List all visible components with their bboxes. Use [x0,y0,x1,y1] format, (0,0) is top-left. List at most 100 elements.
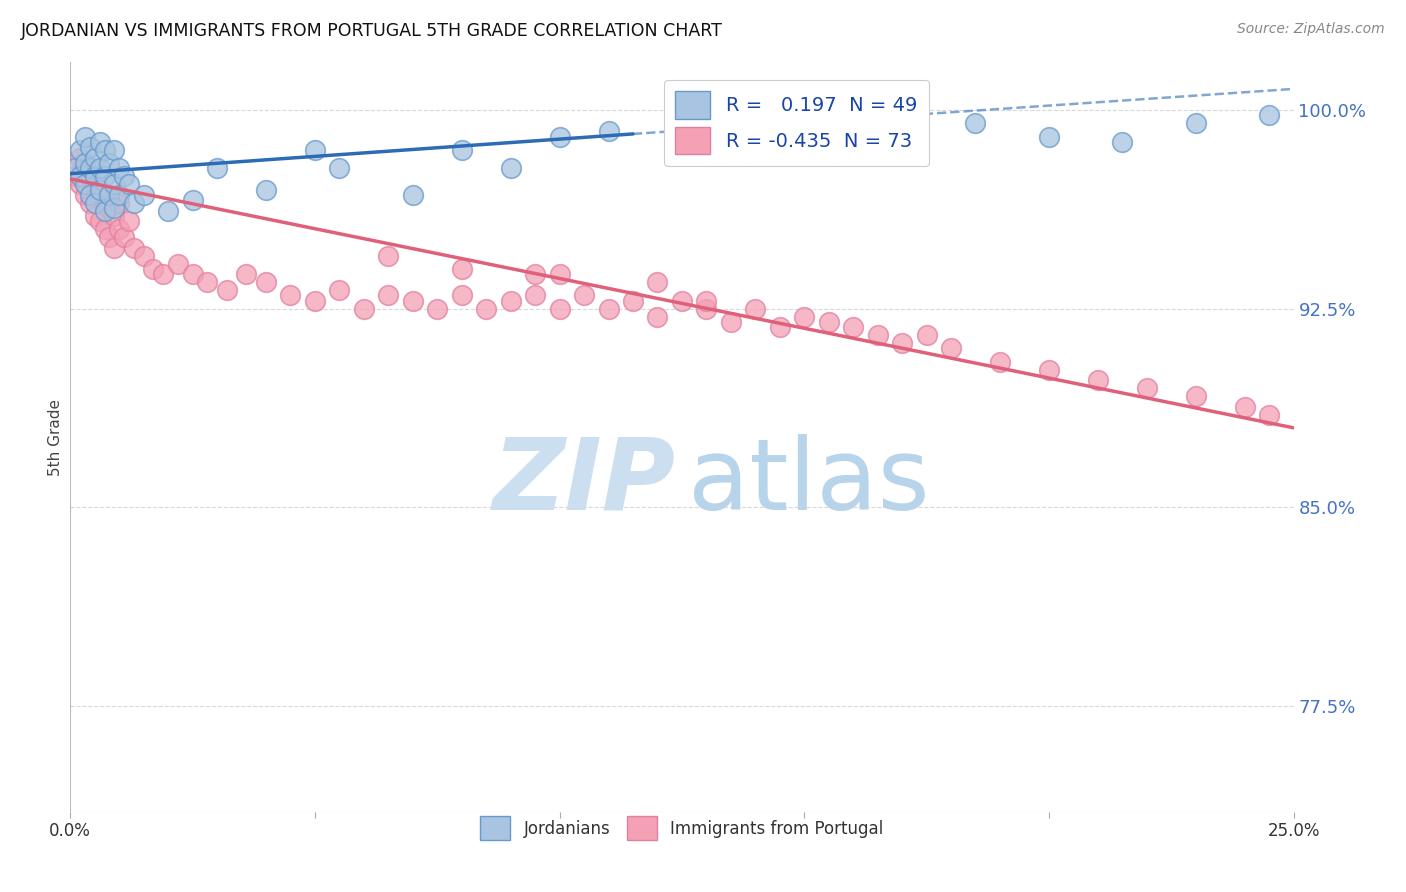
Text: ZIP: ZIP [492,434,676,531]
Point [132,249,155,263]
Legend: Jordanians, Immigrants from Portugal: Jordanians, Immigrants from Portugal [472,808,891,848]
Point [548,267,571,281]
Point [98,156,121,170]
Point [73,129,96,144]
Point [235,267,257,281]
Point [328,283,350,297]
Point [304,143,326,157]
Point [695,301,717,316]
Point [254,182,277,196]
Point [69,143,91,157]
Point [118,214,141,228]
Point [83,169,105,184]
Point [280,288,302,302]
Point [450,262,472,277]
Point [965,116,987,130]
Point [79,169,101,184]
Point [93,169,115,184]
Point [79,140,101,154]
Point [720,315,742,329]
Point [157,203,180,218]
Point [671,293,693,308]
Point [377,249,399,263]
Point [181,267,204,281]
Point [83,178,105,192]
Point [83,209,105,223]
Point [402,293,425,308]
Point [548,129,571,144]
Point [1258,408,1281,422]
Point [866,328,889,343]
Point [572,288,595,302]
Point [842,320,865,334]
Point [402,187,425,202]
Point [108,161,131,176]
Point [450,143,472,157]
Point [647,275,669,289]
Point [93,143,115,157]
Point [89,214,111,228]
Point [152,267,174,281]
Point [93,222,115,236]
Point [79,187,101,202]
Point [744,124,766,138]
Point [450,288,472,302]
Point [98,230,121,244]
Point [73,161,96,176]
Point [195,275,218,289]
Point [98,201,121,215]
Point [79,195,101,210]
Point [181,193,204,207]
Point [426,301,449,316]
Point [83,151,105,165]
Point [112,230,135,244]
Point [524,267,547,281]
Point [304,293,326,308]
Point [499,293,522,308]
Point [598,301,620,316]
Point [793,310,815,324]
Point [1087,373,1109,387]
Point [63,169,86,184]
Point [98,187,121,202]
Point [1111,135,1133,149]
Point [108,222,131,236]
Point [499,161,522,176]
Point [1038,362,1060,376]
Point [89,135,111,149]
Point [328,161,350,176]
Point [1258,108,1281,122]
Point [112,169,135,184]
Point [83,195,105,210]
Point [69,151,91,165]
Point [695,293,717,308]
Point [915,328,938,343]
Point [548,301,571,316]
Point [103,178,125,192]
Point [93,195,115,210]
Point [524,288,547,302]
Point [89,182,111,196]
Point [621,293,644,308]
Point [647,310,669,324]
Point [817,135,839,149]
Point [254,275,277,289]
Point [167,257,190,271]
Point [79,161,101,176]
Point [891,336,914,351]
Point [205,161,228,176]
Point [891,108,914,122]
Point [103,241,125,255]
Point [377,288,399,302]
Point [103,143,125,157]
Point [122,241,145,255]
Text: atlas: atlas [688,434,929,531]
Point [69,178,91,192]
Point [73,178,96,192]
Point [1233,400,1256,414]
Text: Source: ZipAtlas.com: Source: ZipAtlas.com [1237,22,1385,37]
Point [1136,381,1159,395]
Point [598,124,620,138]
Y-axis label: 5th Grade: 5th Grade [48,399,63,475]
Point [1184,389,1206,403]
